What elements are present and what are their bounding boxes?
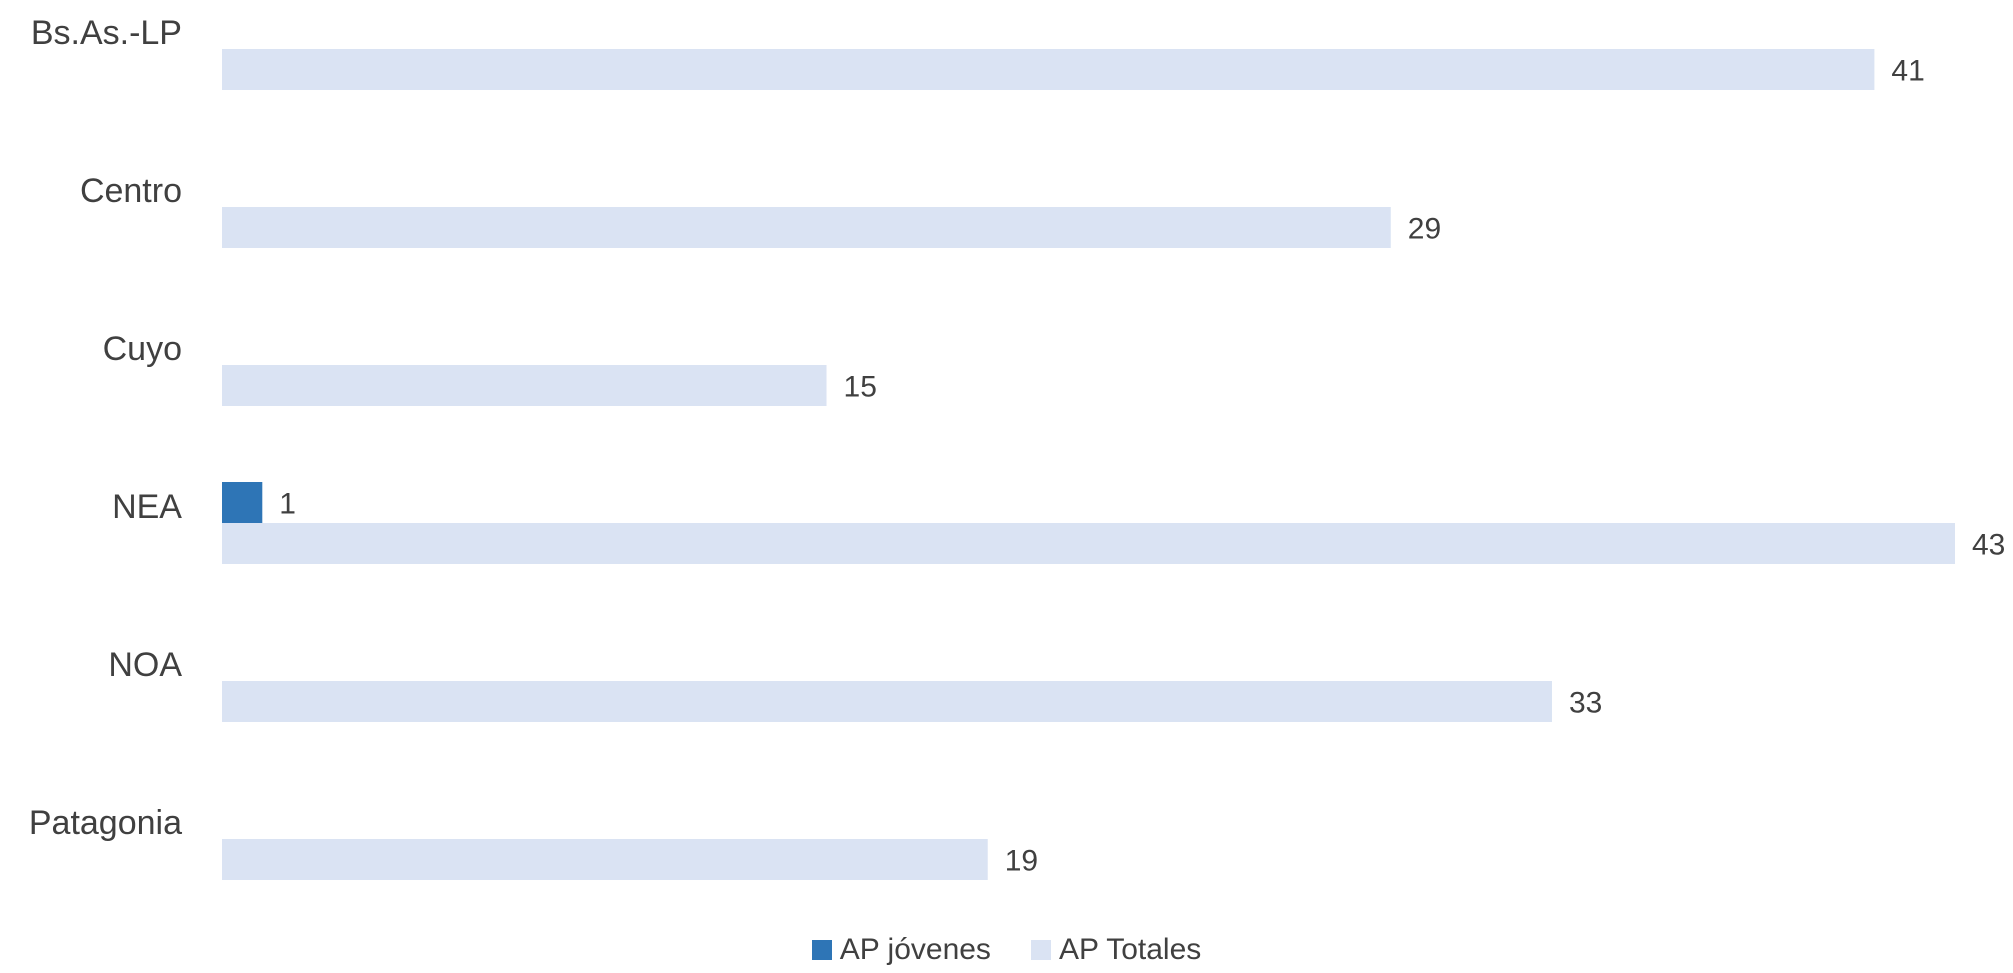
- legend-swatch-ap-totales: [1030, 940, 1051, 960]
- data-label-ap-j-venes-nea: 1: [279, 488, 296, 521]
- category-label-centro: Centro: [80, 172, 182, 210]
- data-label-ap-totales-noa: 33: [1569, 687, 1602, 720]
- chart-legend: AP jóvenes AP Totales: [0, 935, 2013, 965]
- category-label-noa: NOA: [108, 646, 182, 684]
- bar-ap-totales-noa: [222, 681, 1552, 722]
- legend-label-ap-totales: AP Totales: [1058, 933, 1202, 966]
- legend-item-ap-totales: AP Totales: [1030, 933, 1202, 966]
- legend-label-ap-j-venes: AP jóvenes: [839, 933, 991, 966]
- bar-ap-totales-bs-as-lp: [222, 49, 1875, 90]
- bar-ap-totales-centro: [222, 207, 1391, 248]
- bar-ap-totales-nea: [222, 523, 1955, 564]
- bar-ap-totales-patagonia: [222, 839, 988, 880]
- category-label-nea: NEA: [112, 488, 182, 526]
- data-label-ap-totales-bs-as-lp: 41: [1891, 55, 1924, 88]
- category-label-patagonia: Patagonia: [29, 804, 182, 842]
- category-label-cuyo: Cuyo: [103, 330, 182, 368]
- data-label-ap-totales-patagonia: 19: [1005, 845, 1038, 878]
- data-label-ap-totales-cuyo: 15: [844, 371, 877, 404]
- legend-item-ap-j-venes: AP jóvenes: [811, 933, 991, 966]
- bar-ap-j-venes-nea: [222, 482, 263, 523]
- bar-ap-totales-cuyo: [222, 365, 827, 406]
- data-label-ap-totales-nea: 43: [1972, 529, 2005, 562]
- category-label-bs-as-lp: Bs.As.-LP: [31, 14, 182, 52]
- legend-swatch-ap-j-venes: [811, 940, 832, 960]
- data-label-ap-totales-centro: 29: [1408, 213, 1441, 246]
